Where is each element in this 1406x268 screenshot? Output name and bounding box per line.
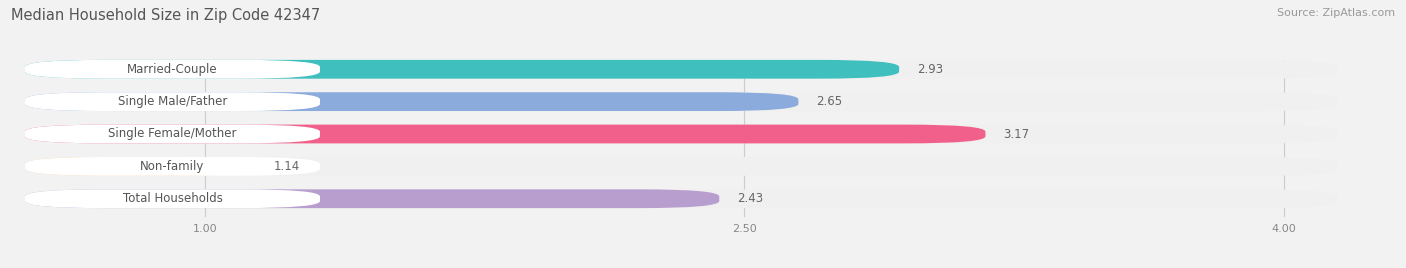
FancyBboxPatch shape bbox=[25, 92, 1339, 111]
FancyBboxPatch shape bbox=[25, 189, 720, 208]
FancyBboxPatch shape bbox=[25, 157, 321, 176]
FancyBboxPatch shape bbox=[25, 189, 1339, 208]
FancyBboxPatch shape bbox=[25, 189, 321, 208]
Text: Non-family: Non-family bbox=[141, 160, 205, 173]
FancyBboxPatch shape bbox=[25, 60, 1339, 79]
FancyBboxPatch shape bbox=[25, 60, 321, 79]
FancyBboxPatch shape bbox=[25, 125, 1339, 143]
Text: 2.65: 2.65 bbox=[817, 95, 842, 108]
Text: 1.14: 1.14 bbox=[273, 160, 299, 173]
FancyBboxPatch shape bbox=[25, 92, 799, 111]
FancyBboxPatch shape bbox=[25, 60, 898, 79]
FancyBboxPatch shape bbox=[25, 157, 1339, 176]
Text: Single Male/Father: Single Male/Father bbox=[118, 95, 228, 108]
Text: Source: ZipAtlas.com: Source: ZipAtlas.com bbox=[1277, 8, 1395, 18]
FancyBboxPatch shape bbox=[25, 157, 256, 176]
Text: Median Household Size in Zip Code 42347: Median Household Size in Zip Code 42347 bbox=[11, 8, 321, 23]
Text: Single Female/Mother: Single Female/Mother bbox=[108, 128, 236, 140]
FancyBboxPatch shape bbox=[25, 92, 321, 111]
Text: 3.17: 3.17 bbox=[1004, 128, 1029, 140]
Text: 2.43: 2.43 bbox=[737, 192, 763, 205]
Text: Total Households: Total Households bbox=[122, 192, 222, 205]
FancyBboxPatch shape bbox=[25, 125, 986, 143]
Text: Married-Couple: Married-Couple bbox=[127, 63, 218, 76]
Text: 2.93: 2.93 bbox=[917, 63, 943, 76]
FancyBboxPatch shape bbox=[25, 125, 321, 143]
